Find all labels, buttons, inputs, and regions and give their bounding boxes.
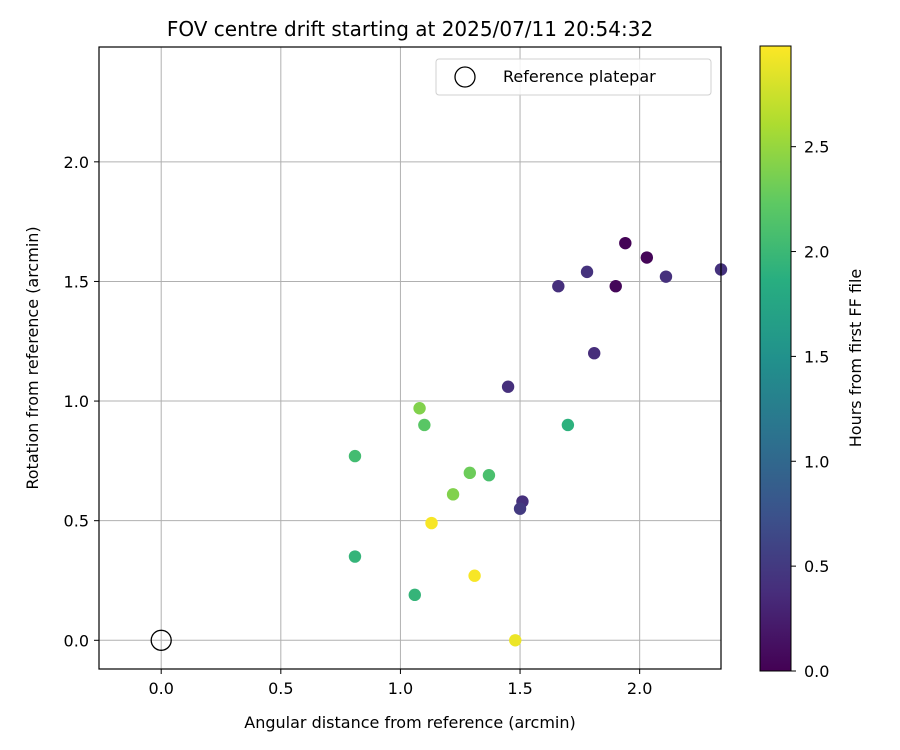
x-tick-label: 1.5: [507, 679, 532, 698]
data-point: [509, 634, 522, 647]
data-point: [348, 449, 362, 463]
data-point: [552, 280, 565, 293]
x-tick-label: 1.0: [388, 679, 413, 698]
colorbar-tick-label: 0.0: [804, 662, 829, 681]
chart-title: FOV centre drift starting at 2025/07/11 …: [167, 17, 653, 41]
legend-box: [435, 58, 712, 96]
data-point: [513, 502, 527, 515]
colorbar-tick-label: 1.5: [804, 347, 829, 366]
data-point: [619, 236, 632, 250]
data-point: [609, 280, 622, 293]
colorbar-label: Hours from first FF file: [846, 269, 865, 448]
data-point: [463, 466, 477, 480]
data-point: [482, 469, 496, 482]
data-point: [588, 347, 601, 360]
data-point: [580, 265, 594, 279]
data-point: [413, 402, 426, 415]
colorbar-ticks: 0.0 0.5 1.0 1.5 2.0 2.5: [791, 138, 829, 681]
ticks-layer: 0.0 0.5 1.0 1.5 2.0 0.0 0.5 1.0 1.5 2.0: [64, 153, 653, 698]
data-point: [348, 550, 362, 563]
legend-label: Reference platepar: [503, 67, 656, 86]
colorbar: [759, 45, 792, 672]
x-tick-label: 0.0: [148, 679, 173, 698]
y-axis-label: Rotation from reference (arcmin): [23, 226, 42, 489]
data-point: [425, 516, 438, 530]
data-point: [468, 569, 481, 582]
grid-layer: [99, 47, 721, 669]
data-point: [640, 251, 654, 264]
y-tick-label: 0.5: [64, 512, 89, 531]
data-point: [408, 588, 421, 602]
data-point: [418, 418, 431, 432]
y-tick-label: 1.0: [64, 392, 89, 411]
data-point: [446, 488, 460, 501]
points-layer: [150, 236, 728, 651]
colorbar-tick-label: 2.5: [804, 138, 829, 157]
data-point: [659, 270, 673, 283]
data-point: [501, 380, 515, 393]
reference-marker: [150, 629, 172, 651]
colorbar-tick-label: 0.5: [804, 557, 829, 576]
legend: Reference platepar: [435, 58, 712, 96]
x-tick-label: 2.0: [627, 679, 652, 698]
colorbar-tick-label: 1.0: [804, 452, 829, 471]
x-tick-label: 0.5: [268, 679, 293, 698]
y-tick-label: 1.5: [64, 272, 89, 291]
data-point: [561, 418, 575, 432]
colorbar-tick-label: 2.0: [804, 243, 829, 262]
legend-marker: [454, 66, 476, 88]
y-tick-label: 2.0: [64, 153, 89, 172]
y-tick-label: 0.0: [64, 631, 89, 650]
x-axis-label: Angular distance from reference (arcmin): [244, 713, 575, 732]
plot-frame: [98, 46, 722, 670]
